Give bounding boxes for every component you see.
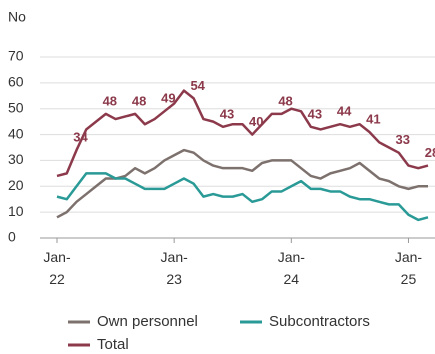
y-tick-label: 60 [8,74,24,90]
data-label: 40 [249,114,263,129]
series-line [56,89,429,178]
data-label: 41 [366,111,380,126]
x-tick-label: Jan-25 [394,249,423,287]
x-tick-label: Jan-23 [160,249,188,287]
y-tick-label: 30 [8,151,24,167]
y-tick-label: 0 [8,229,16,245]
data-label: 34 [73,130,88,145]
legend-label: Own personnel [97,313,198,330]
y-tick-label: 50 [8,99,24,115]
data-label: 28 [425,145,435,160]
legend-label: Total [97,336,129,353]
data-label: 43 [220,106,234,121]
legend-label: Subcontractors [269,313,370,330]
y-tick-label: 40 [8,125,24,141]
data-label: 43 [308,106,322,121]
y-tick-label: 20 [8,177,24,193]
x-tick-label: Jan-22 [43,249,71,287]
data-label: 54 [190,78,205,93]
data-label: 44 [337,104,352,119]
data-label: 49 [161,91,175,106]
x-tick-label: Jan-24 [277,249,305,287]
y-axis-label: No [8,9,26,25]
series-line [56,172,429,222]
y-tick-label: 70 [8,48,24,64]
data-label: 48 [103,93,117,108]
y-tick-label: 10 [8,203,24,219]
data-label: 48 [278,93,292,108]
data-label: 33 [395,132,409,147]
data-label: 48 [132,93,146,108]
